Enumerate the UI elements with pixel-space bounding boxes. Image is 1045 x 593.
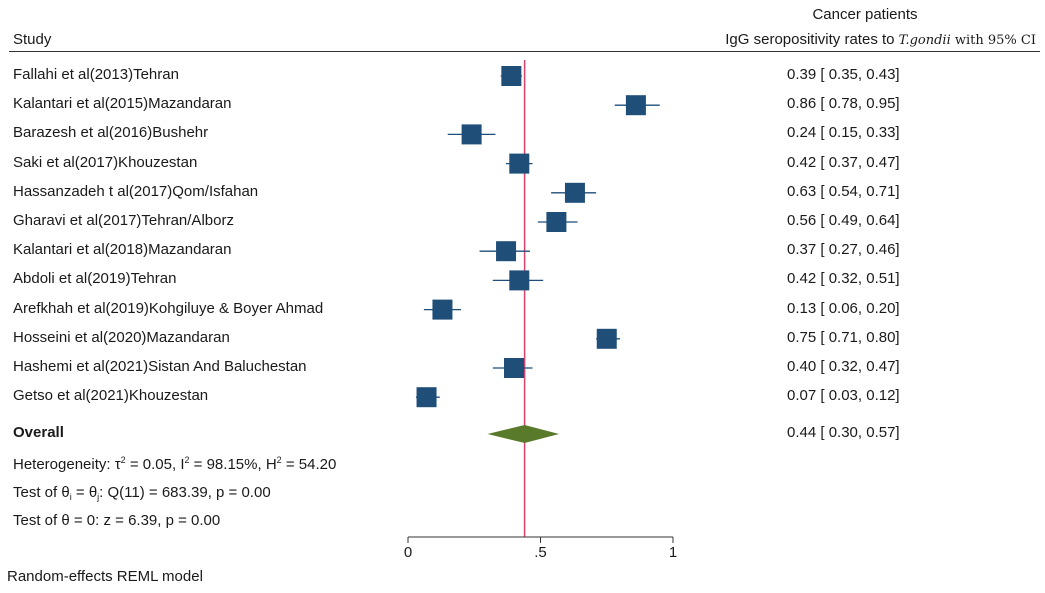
metric-suffix: with 95% CI xyxy=(950,33,1036,48)
estimate-marker xyxy=(546,212,567,232)
study-label: Getso et al(2021)Khouzestan xyxy=(13,387,209,405)
study-label: Fallahi et al(2013)Tehran xyxy=(13,66,179,83)
estimate-marker xyxy=(416,387,437,408)
study-estimate: 0.37 [ 0.27, 0.46] xyxy=(787,241,900,259)
x-axis-tick-label: 0 xyxy=(404,544,412,561)
study-column-header: Study xyxy=(13,31,52,48)
estimate-marker xyxy=(564,182,585,203)
model-footnote: Random-effects REML model xyxy=(7,568,203,585)
test1-suffix: : Q(11) = 683.39, p = 0.00 xyxy=(99,484,271,501)
i-exp: 2 xyxy=(184,455,190,465)
study-estimate: 0.42 [ 0.32, 0.51] xyxy=(787,270,900,288)
study-label: Arefkhah et al(2019)Kohgiluye & Boyer Ah… xyxy=(13,299,324,317)
i-symbol: I xyxy=(180,456,185,473)
study-label: Kalantari et al(2015)Mazandaran xyxy=(13,95,232,113)
homogeneity-test: Test of θi = θj: Q(11) = 683.39, p = 0.0… xyxy=(13,484,271,502)
metric-prefix: IgG seropositivity rates to xyxy=(725,31,899,48)
estimate-marker xyxy=(625,95,646,116)
study-label: Hassanzadeh t al(2017)Qom/Isfahan xyxy=(13,182,259,200)
estimate-marker xyxy=(461,124,482,145)
study-estimate: 0.56 [ 0.49, 0.64] xyxy=(787,212,900,229)
overall-estimate: 0.44 [ 0.30, 0.57] xyxy=(787,424,900,441)
estimate-marker xyxy=(432,299,453,320)
study-estimate: 0.42 [ 0.37, 0.47] xyxy=(787,153,900,171)
study-estimate: 0.40 [ 0.32, 0.47] xyxy=(787,358,900,375)
overall-label: Overall xyxy=(13,424,64,441)
estimate-marker xyxy=(596,328,617,349)
tau-symbol: τ xyxy=(114,456,121,473)
study-label: Abdoli et al(2019)Tehran xyxy=(13,270,177,288)
study-label: Gharavi et al(2017)Tehran/Alborz xyxy=(13,212,234,229)
h-symbol: H xyxy=(265,456,277,473)
study-estimate: 0.63 [ 0.54, 0.71] xyxy=(787,182,900,200)
i-value: = 98.15%, xyxy=(189,456,266,473)
theta-i: θ xyxy=(61,484,70,501)
sub-i: i xyxy=(69,492,72,502)
estimate-marker xyxy=(509,153,530,174)
x-axis-tick-label: 1 xyxy=(669,544,677,561)
test1-eq: = xyxy=(71,484,89,501)
study-label: Saki et al(2017)Khouzestan xyxy=(13,153,198,171)
theta-j: θ xyxy=(88,484,98,501)
study-label: Hashemi et al(2021)Sistan And Baluchesta… xyxy=(13,358,307,375)
overall-effect-test: Test of θ = 0: z = 6.39, p = 0.00 xyxy=(13,512,221,529)
metric-species: T.gondii xyxy=(898,33,951,48)
h-value: = 54.20 xyxy=(281,456,337,473)
study-estimate: 0.24 [ 0.15, 0.33] xyxy=(787,124,900,142)
estimate-marker xyxy=(504,358,524,378)
heterogeneity-stat: Heterogeneity: τ2 = 0.05, I2 = 98.15%, H… xyxy=(13,455,336,473)
x-axis-tick-label: .5 xyxy=(534,544,547,561)
h-exp: 2 xyxy=(276,455,282,465)
sub-j: j xyxy=(97,492,100,502)
estimate-marker xyxy=(496,241,517,262)
metric-header: IgG seropositivity rates to T.gondii wit… xyxy=(676,31,1036,48)
test1-prefix: Test of xyxy=(13,484,62,501)
study-estimate: 0.86 [ 0.78, 0.95] xyxy=(787,95,900,113)
group-header: Cancer patients xyxy=(812,6,918,23)
overall-diamond xyxy=(487,425,560,443)
study-label: Barazesh et al(2016)Bushehr xyxy=(13,124,209,142)
tau-exp: 2 xyxy=(120,455,126,465)
estimate-marker xyxy=(501,66,522,86)
study-estimate: 0.75 [ 0.71, 0.80] xyxy=(787,328,900,346)
study-label: Kalantari et al(2018)Mazandaran xyxy=(13,241,232,259)
estimate-marker xyxy=(509,270,530,291)
study-estimate: 0.13 [ 0.06, 0.20] xyxy=(787,299,900,317)
study-estimate: 0.07 [ 0.03, 0.12] xyxy=(787,387,900,405)
study-label: Hosseini et al(2020)Mazandaran xyxy=(13,328,230,346)
header-rule xyxy=(9,51,1040,52)
study-estimate: 0.39 [ 0.35, 0.43] xyxy=(787,66,900,83)
tau-value: = 0.05, xyxy=(125,456,181,473)
heterogeneity-prefix: Heterogeneity: xyxy=(13,456,115,473)
